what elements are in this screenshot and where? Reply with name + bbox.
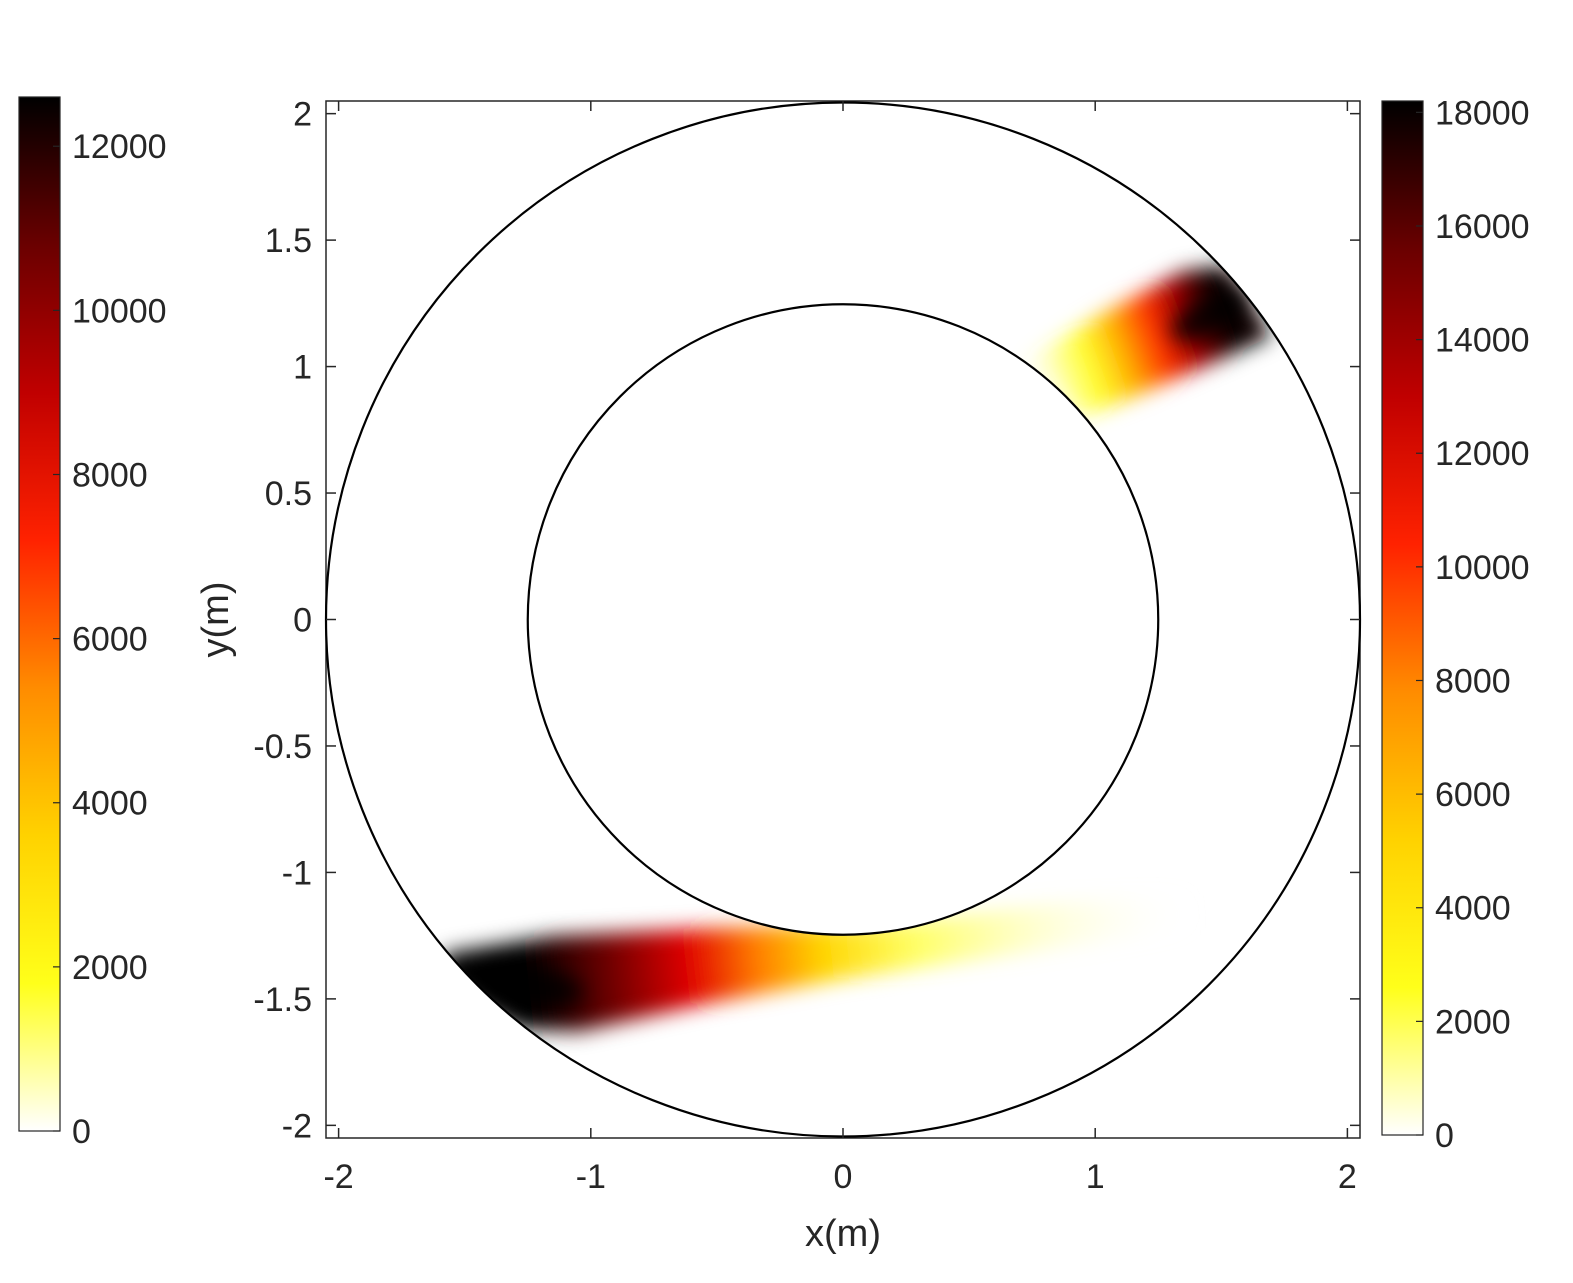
colorbar-tick-label: 6000 [1435,776,1511,814]
x-tick-label: -2 [323,1158,353,1196]
colorbar-tick-label: 12000 [1435,435,1530,473]
x-tick-label: -1 [576,1158,606,1196]
heatmap-layer [439,265,1272,1032]
y-tick-label: 0 [293,602,312,640]
colorbar-left: 0 2000 4000 6000 8000 10000 12000 [18,96,167,1151]
y-tick-label: -0.5 [253,728,312,766]
colorbar-tick-label: 10000 [72,292,167,330]
plume-upper-right-core [1172,291,1246,341]
colorbar-tick-label: 12000 [72,128,167,166]
colorbar-tick-label: 6000 [72,621,148,659]
y-tick-label: -2 [282,1107,312,1145]
y-axis-label: y(m) [195,582,237,658]
colorbar-tick-label: 4000 [1435,890,1511,928]
x-tick-label: 1 [1086,1158,1105,1196]
colorbar-tick-label: 2000 [72,949,148,987]
colorbar-tick-label: 14000 [1435,322,1530,360]
y-tick-label: 0.5 [265,475,312,513]
y-tick-label: 1.5 [265,222,312,260]
colorbar-right: 0 2000 4000 6000 8000 10000 12000 14000 16000 180… [1381,94,1530,1155]
x-tick-label: 2 [1338,1158,1357,1196]
colorbar-tick-label: 10000 [1435,549,1530,587]
colorbar-tick-label: 0 [1435,1117,1454,1155]
colorbar-gradient [18,96,61,1132]
plume-upper-right [1024,265,1272,418]
colorbar-tick-label: 2000 [1435,1003,1511,1041]
colorbar-tick-label: 8000 [1435,662,1511,700]
x-tick-label: 0 [834,1158,853,1196]
colorbar-tick-label: 16000 [1435,208,1530,246]
plume-lower-left-core [472,964,583,1008]
y-tick-label: 1 [293,349,312,387]
inner-boundary-circle [526,303,1160,936]
colorbar-tick-label: 8000 [72,456,148,494]
colorbar-tick-label: 0 [72,1113,91,1151]
x-axis: -2 -1 0 1 2 [323,101,1357,1196]
colorbar-tick-label: 4000 [72,785,148,823]
x-axis-label: x(m) [805,1213,881,1255]
y-tick-label: -1.5 [253,981,312,1019]
y-axis: 2 1.5 1 0.5 0 -0.5 -1 -1.5 -2 [253,96,1360,1145]
colorbar-gradient [1381,100,1424,1136]
y-tick-label: -1 [282,854,312,892]
y-tick-label: 2 [293,96,312,134]
plume-lower-left [439,892,1209,1032]
colorbar-tick-label: 18000 [1435,94,1530,132]
